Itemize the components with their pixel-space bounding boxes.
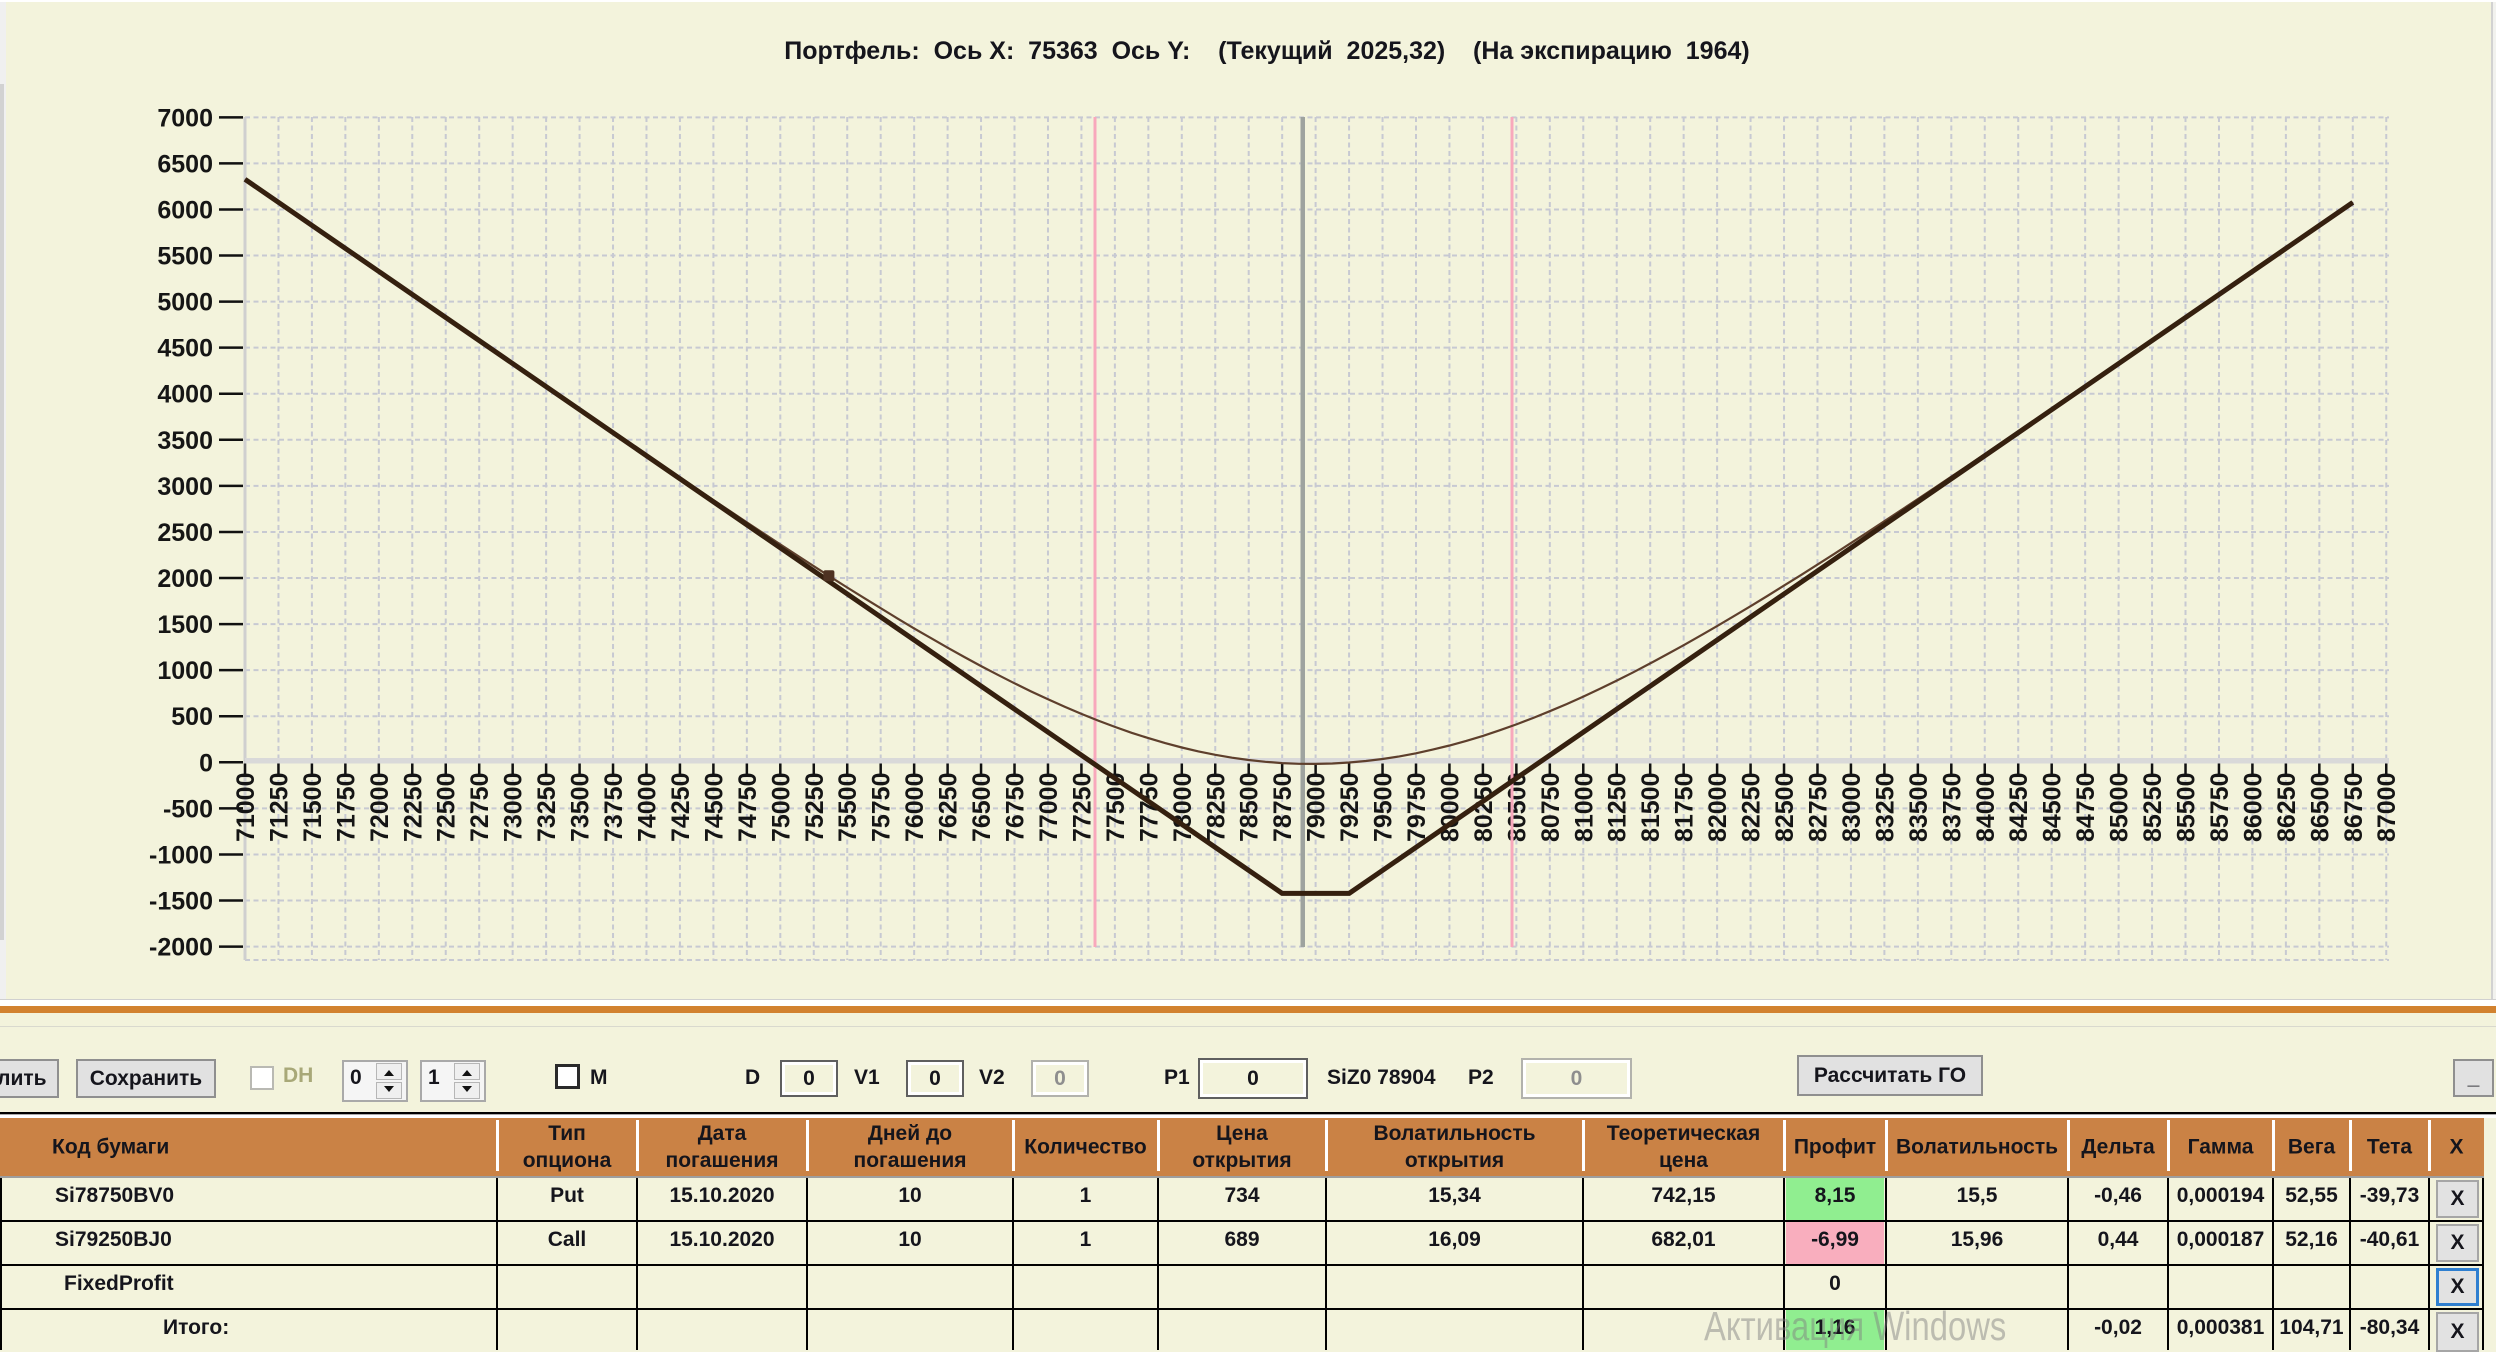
svg-text:3500: 3500 [157,427,213,455]
svg-text:71750: 71750 [332,773,360,843]
svg-text:82000: 82000 [1704,773,1732,843]
svg-text:73250: 73250 [533,773,561,843]
svg-text:-1500: -1500 [149,888,213,916]
svg-text:84000: 84000 [1972,773,2000,843]
svg-text:84750: 84750 [2072,773,2100,843]
svg-text:80750: 80750 [1537,773,1565,843]
svg-text:85250: 85250 [2139,773,2167,843]
svg-text:75750: 75750 [868,773,896,843]
svg-text:78750: 78750 [1269,773,1297,843]
svg-text:72000: 72000 [366,773,394,843]
svg-text:81000: 81000 [1570,773,1598,843]
svg-text:71500: 71500 [299,773,327,843]
svg-text:75500: 75500 [834,773,862,843]
svg-text:79500: 79500 [1370,773,1398,843]
svg-text:79250: 79250 [1336,773,1364,843]
svg-text:-500: -500 [163,795,213,823]
svg-text:83250: 83250 [1871,773,1899,843]
svg-text:72500: 72500 [433,773,461,843]
svg-text:1500: 1500 [157,611,213,639]
svg-text:83750: 83750 [1938,773,1966,843]
svg-text:74250: 74250 [667,773,695,843]
svg-text:87000: 87000 [2373,773,2401,843]
svg-text:83000: 83000 [1838,773,1866,843]
svg-text:86750: 86750 [2340,773,2368,843]
svg-text:79750: 79750 [1403,773,1431,843]
svg-text:76000: 76000 [901,773,929,843]
svg-text:83500: 83500 [1905,773,1933,843]
svg-text:78250: 78250 [1202,773,1230,843]
svg-text:86250: 86250 [2273,773,2301,843]
svg-text:75000: 75000 [767,773,795,843]
svg-text:5000: 5000 [157,289,213,317]
svg-text:6000: 6000 [157,197,213,225]
svg-text:72750: 72750 [466,773,494,843]
svg-text:82750: 82750 [1805,773,1833,843]
svg-text:81500: 81500 [1637,773,1665,843]
svg-text:7000: 7000 [157,104,213,132]
svg-text:76500: 76500 [968,773,996,843]
svg-text:3000: 3000 [157,473,213,501]
svg-text:4500: 4500 [157,335,213,363]
svg-text:73500: 73500 [567,773,595,843]
svg-text:2500: 2500 [157,519,213,547]
svg-text:85500: 85500 [2173,773,2201,843]
svg-text:76250: 76250 [935,773,963,843]
svg-text:84500: 84500 [2039,773,2067,843]
svg-text:5500: 5500 [157,243,213,271]
svg-text:74000: 74000 [634,773,662,843]
svg-text:73000: 73000 [500,773,528,843]
svg-text:500: 500 [171,703,213,731]
svg-text:77250: 77250 [1068,773,1096,843]
svg-text:0: 0 [199,749,213,777]
svg-text:81250: 81250 [1604,773,1632,843]
svg-text:71000: 71000 [232,773,260,843]
svg-text:71250: 71250 [266,773,294,843]
svg-text:86000: 86000 [2239,773,2267,843]
svg-text:74750: 74750 [734,773,762,843]
svg-text:-1000: -1000 [149,841,213,869]
svg-text:86500: 86500 [2306,773,2334,843]
svg-text:75250: 75250 [801,773,829,843]
svg-text:85000: 85000 [2106,773,2134,843]
svg-text:76750: 76750 [1002,773,1030,843]
svg-text:78500: 78500 [1236,773,1264,843]
svg-text:Портфель: Ось X: 75363 Ось: Портфель: Ось X: 75363 Ось Y: (Текущий 2… [784,37,1749,65]
svg-text:82250: 82250 [1738,773,1766,843]
svg-text:84250: 84250 [2005,773,2033,843]
svg-text:-2000: -2000 [149,934,213,962]
svg-text:4000: 4000 [157,381,213,409]
svg-text:2000: 2000 [157,565,213,593]
svg-text:74500: 74500 [700,773,728,843]
svg-text:72250: 72250 [399,773,427,843]
svg-text:6500: 6500 [157,150,213,178]
svg-text:79000: 79000 [1303,773,1331,843]
svg-text:85750: 85750 [2206,773,2234,843]
svg-text:77000: 77000 [1035,773,1063,843]
svg-text:81750: 81750 [1671,773,1699,843]
svg-text:82500: 82500 [1771,773,1799,843]
svg-text:1000: 1000 [157,657,213,685]
svg-text:73750: 73750 [600,773,628,843]
